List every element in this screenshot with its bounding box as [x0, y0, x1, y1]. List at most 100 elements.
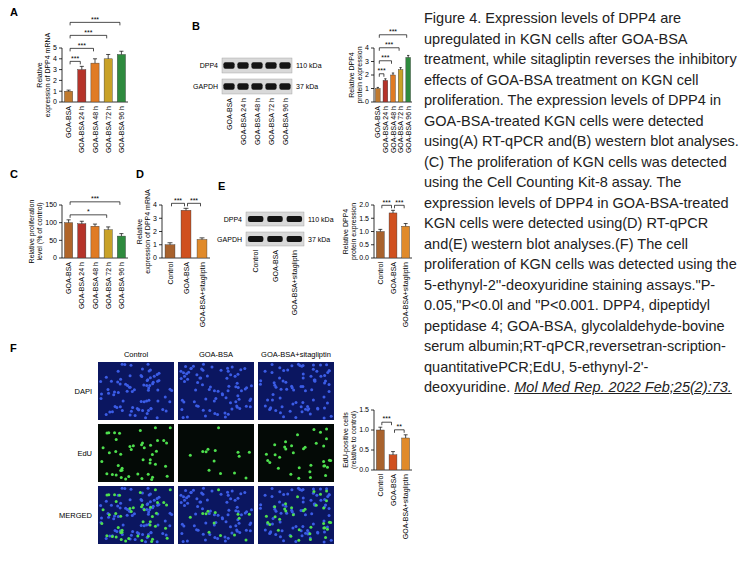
nucleus [149, 407, 152, 410]
nucleus [146, 502, 149, 505]
nucleus [168, 524, 171, 527]
nucleus [182, 371, 185, 374]
nucleus [123, 487, 126, 490]
edu-cell [136, 472, 139, 475]
marks [65, 220, 126, 258]
edu-cell [166, 537, 169, 540]
nucleus [239, 492, 242, 495]
nucleus [328, 493, 331, 496]
significance-bracket [70, 35, 107, 38]
nucleus [202, 533, 205, 536]
edu-cell [147, 535, 150, 538]
blot-band [251, 83, 262, 90]
edu-cell [130, 448, 133, 451]
edu-cell [323, 464, 326, 467]
nucleus [281, 529, 284, 532]
nucleus [144, 540, 147, 543]
nucleus [110, 380, 113, 383]
nucleus [235, 404, 238, 407]
nucleus [264, 370, 267, 373]
bar [181, 210, 191, 258]
nucleus [189, 491, 192, 494]
citation: Mol Med Rep. 2022 Feb;25(2):73. [514, 379, 732, 395]
significance-label: *** [389, 28, 397, 35]
bar [91, 63, 99, 102]
blot-band [223, 62, 234, 69]
lane-label: GOA-BSA 48 h [254, 98, 261, 145]
edu-cell [324, 536, 327, 539]
blot-membrane [222, 79, 292, 94]
nucleus [328, 493, 331, 496]
nucleus [227, 513, 230, 516]
edu-cell [143, 508, 146, 511]
bar [375, 89, 380, 103]
nucleus [282, 379, 285, 382]
y-tick-label: 100 [45, 219, 57, 226]
x-tick-label: GOA-BSA [65, 262, 72, 294]
nucleus [236, 373, 239, 376]
edu-cell [248, 451, 251, 454]
bar [406, 57, 411, 102]
edu-cell [155, 450, 158, 453]
edu-cell [298, 528, 301, 531]
edu-cell [149, 520, 152, 523]
nucleus [294, 416, 297, 419]
edu-cell [284, 509, 287, 512]
nucleus [189, 367, 192, 370]
nucleus [195, 373, 198, 376]
nucleus [328, 369, 331, 372]
nucleus [319, 375, 322, 378]
edu-cell [120, 476, 123, 479]
nucleus [156, 400, 159, 403]
nucleus [146, 412, 149, 415]
y-tick-label: 1.0 [359, 228, 369, 235]
edu-cell [139, 491, 142, 494]
edu-cell [324, 474, 327, 477]
nucleus [290, 488, 293, 491]
error-bar [200, 238, 205, 240]
nucleus [250, 384, 253, 387]
nucleus [236, 506, 239, 509]
y-tick [159, 218, 162, 219]
nucleus [165, 410, 168, 413]
blot-band [265, 62, 276, 69]
nucleus [126, 514, 129, 517]
significance-bracket [172, 203, 185, 206]
significance-label: *** [383, 199, 391, 206]
edu-cell [107, 431, 110, 434]
edu-cell [284, 502, 287, 505]
nucleus [195, 404, 198, 407]
edu-cell [298, 466, 301, 469]
y-tick-label: 1 [365, 85, 369, 92]
edu-cell [149, 444, 152, 447]
nucleus [225, 377, 228, 380]
bar [104, 59, 112, 102]
nucleus [213, 400, 216, 403]
significance-label: *** [174, 197, 182, 204]
nucleus [328, 514, 331, 517]
y-tick [59, 69, 62, 70]
edu-cell [100, 460, 103, 463]
error-bar [392, 73, 394, 75]
nucleus [270, 495, 273, 498]
edu-cell [322, 460, 325, 463]
significance-bracket [70, 61, 80, 64]
nucleus [147, 510, 150, 513]
lane-label: GOA-BSA 96 h [282, 98, 289, 145]
nucleus [220, 493, 223, 496]
nucleus [124, 383, 127, 386]
y-axis-title-line: (relative to control) [350, 411, 358, 469]
error-bar [184, 208, 189, 210]
nucleus [113, 515, 116, 518]
nucleus [206, 374, 209, 377]
x-tick-label: GOA-BSA 24 h [78, 106, 85, 153]
bar [117, 54, 125, 102]
x-tick-label: GOA-BSA [390, 474, 397, 506]
nucleus [213, 412, 216, 415]
edu-cell [140, 539, 143, 542]
nucleus [229, 497, 232, 500]
significance-label: * [87, 208, 90, 215]
edu-cell [322, 507, 325, 510]
significance-label: ** [397, 423, 403, 430]
nucleus [227, 494, 230, 497]
